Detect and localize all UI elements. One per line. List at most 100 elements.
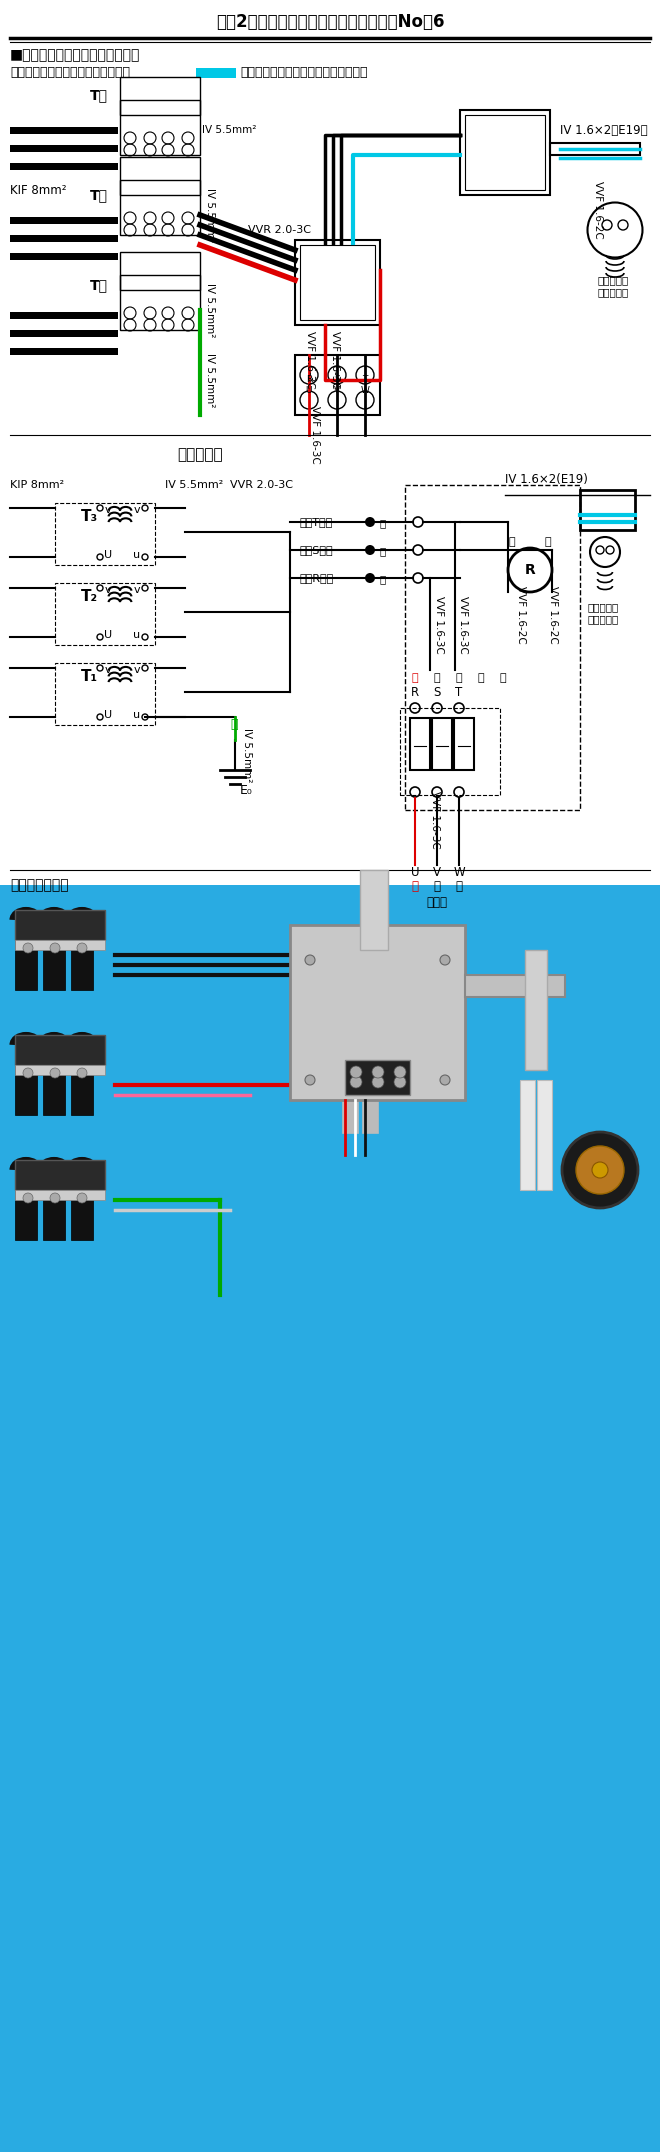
Text: S
V: S V <box>334 374 340 394</box>
Text: T３: T３ <box>90 88 108 101</box>
Bar <box>360 869 388 949</box>
Text: 赤: 赤 <box>411 880 418 893</box>
Circle shape <box>50 1192 60 1203</box>
Text: 白（S相）: 白（S相） <box>300 544 333 555</box>
Bar <box>10 164 118 170</box>
Circle shape <box>350 1065 362 1078</box>
Text: v: v <box>134 506 141 514</box>
Bar <box>15 940 105 949</box>
Text: T₃: T₃ <box>81 508 98 523</box>
Bar <box>10 312 118 318</box>
Bar <box>465 114 545 189</box>
Text: v: v <box>134 585 141 594</box>
Circle shape <box>305 1076 315 1085</box>
Bar <box>0 884 660 2152</box>
Text: v: v <box>105 506 112 514</box>
Text: U: U <box>411 865 419 878</box>
Text: S: S <box>434 686 441 699</box>
Text: VVR 2.0-3C: VVR 2.0-3C <box>230 480 293 491</box>
Bar <box>55 583 155 646</box>
Text: 白: 白 <box>434 674 440 682</box>
Text: VVF 1.6-2C: VVF 1.6-2C <box>593 181 603 239</box>
Bar <box>15 1160 105 1190</box>
Text: 白: 白 <box>544 538 551 547</box>
Text: T: T <box>455 686 463 699</box>
Text: IV 1.6×2（E19）: IV 1.6×2（E19） <box>560 123 647 136</box>
Circle shape <box>592 1162 608 1177</box>
Bar <box>71 1046 93 1115</box>
Bar <box>454 719 474 770</box>
Bar <box>295 355 380 415</box>
Text: v: v <box>105 585 112 594</box>
Bar <box>295 241 380 325</box>
Text: IV 5.5mm²: IV 5.5mm² <box>202 125 256 136</box>
Text: T２: T２ <box>90 187 108 202</box>
Text: VVF 1.6-3C: VVF 1.6-3C <box>430 792 440 848</box>
Text: は電線の色別を問わないことを示す。: は電線の色別を問わないことを示す。 <box>240 65 368 77</box>
Circle shape <box>440 1076 450 1085</box>
Text: R: R <box>411 686 419 699</box>
Text: 白: 白 <box>434 880 440 893</box>
Bar <box>10 217 118 224</box>
Bar <box>43 921 65 990</box>
Text: VVF 1.6-3C: VVF 1.6-3C <box>330 331 340 390</box>
Text: 負荷側: 負荷側 <box>426 895 447 908</box>
Text: 黒: 黒 <box>509 538 515 547</box>
Bar <box>300 245 375 321</box>
Circle shape <box>50 1067 60 1078</box>
Text: IV 5.5mm²: IV 5.5mm² <box>242 727 252 781</box>
Circle shape <box>440 955 450 964</box>
Bar <box>410 719 430 770</box>
Text: R: R <box>525 564 535 577</box>
Bar <box>525 949 547 1070</box>
Text: KIF 8mm²: KIF 8mm² <box>10 183 67 196</box>
Bar <box>71 921 93 990</box>
Text: VVR 2.0-3C: VVR 2.0-3C <box>248 226 311 235</box>
Text: R
U: R U <box>306 374 312 394</box>
Bar <box>550 142 640 155</box>
Bar <box>71 1171 93 1240</box>
Bar <box>55 663 155 725</box>
Text: IV 5.5mm²: IV 5.5mm² <box>165 480 223 491</box>
Bar <box>10 144 118 153</box>
Bar <box>120 275 200 329</box>
Circle shape <box>350 1076 362 1089</box>
Text: 【正解作品例】: 【正解作品例】 <box>10 878 69 891</box>
Text: U: U <box>104 551 112 560</box>
Circle shape <box>23 1192 33 1203</box>
Bar <box>55 504 155 566</box>
Bar <box>15 1035 105 1065</box>
Text: VVF 1.6-3C: VVF 1.6-3C <box>310 407 320 465</box>
Circle shape <box>394 1065 406 1078</box>
Bar <box>15 921 37 990</box>
Bar <box>15 1190 105 1201</box>
Bar <box>10 235 118 241</box>
Text: IV 5.5mm²: IV 5.5mm² <box>205 353 215 407</box>
Text: T
W: T W <box>360 374 370 394</box>
Circle shape <box>77 943 87 953</box>
Text: KIP 8mm²: KIP 8mm² <box>10 480 64 491</box>
Bar <box>43 1046 65 1115</box>
Bar <box>15 1065 105 1076</box>
Text: VVF 1.6-2C: VVF 1.6-2C <box>548 585 558 643</box>
Text: 【概念図】図中の電線色別のうち、: 【概念図】図中の電線色別のうち、 <box>10 65 130 77</box>
Text: IV 5.5mm²: IV 5.5mm² <box>205 282 215 338</box>
Text: 白: 白 <box>478 674 484 682</box>
Bar <box>15 1171 37 1240</box>
Circle shape <box>576 1147 624 1194</box>
Circle shape <box>23 1067 33 1078</box>
Bar <box>120 181 200 235</box>
Text: W: W <box>453 865 465 878</box>
Text: 黒: 黒 <box>455 674 462 682</box>
Bar <box>465 975 565 996</box>
Bar <box>196 69 236 77</box>
Bar <box>10 254 118 260</box>
Circle shape <box>77 1192 87 1203</box>
Bar <box>537 1080 552 1190</box>
Text: VVF 1.6-3C: VVF 1.6-3C <box>434 596 444 654</box>
Circle shape <box>372 1076 384 1089</box>
Bar <box>405 484 580 809</box>
Text: VVF 1.6-2C: VVF 1.6-2C <box>516 585 526 643</box>
Text: 緑: 緑 <box>230 719 238 732</box>
Circle shape <box>365 572 375 583</box>
